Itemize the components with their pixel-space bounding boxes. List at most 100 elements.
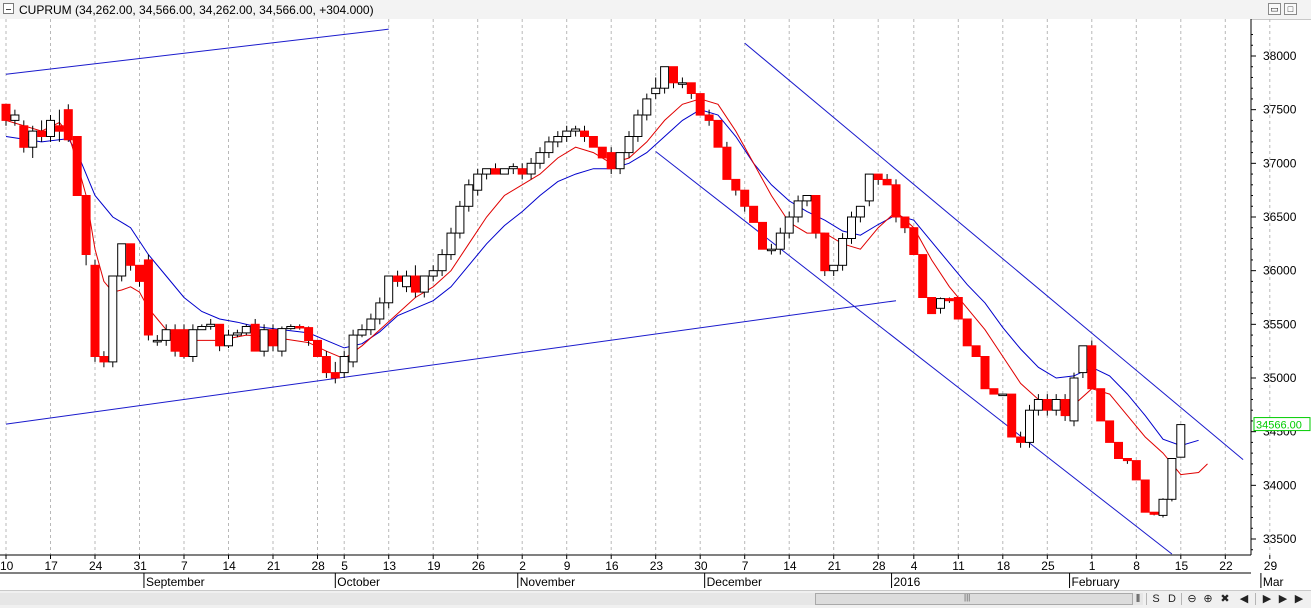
- up-candle: [535, 152, 545, 164]
- up-candle: [117, 243, 127, 277]
- up-candle: [677, 82, 687, 85]
- x-tick-label: 21: [267, 559, 281, 573]
- down-candle: [873, 173, 883, 181]
- up-candle: [1158, 498, 1168, 516]
- down-candle: [962, 318, 972, 347]
- up-candle: [46, 119, 55, 138]
- scroll-left-button[interactable]: ◀: [1239, 593, 1249, 605]
- zoom-in-button[interactable]: ⊕: [1203, 593, 1213, 605]
- up-candle: [241, 326, 251, 334]
- current-price-box: [1253, 417, 1311, 432]
- current-price-label: 34566.00: [1256, 420, 1302, 432]
- restore-icon[interactable]: ▭: [1268, 3, 1281, 15]
- x-tick-label: 1: [1089, 559, 1096, 573]
- window-title: CUPRUM (34,262.00, 34,566.00, 34,262.00,…: [19, 3, 374, 17]
- up-candle: [802, 195, 812, 202]
- x-tick-label: 11: [952, 559, 965, 573]
- down-candle: [1105, 420, 1115, 443]
- up-candle: [829, 264, 839, 272]
- down-candle: [215, 323, 225, 347]
- month-label: 2016: [894, 575, 921, 589]
- month-label: September: [146, 575, 205, 589]
- down-candle: [393, 275, 403, 282]
- up-candle: [766, 248, 776, 252]
- up-candle: [152, 339, 162, 343]
- grid-lines: [5, 19, 1271, 555]
- y-tick-label: 33500: [1263, 532, 1297, 546]
- up-candle: [936, 298, 945, 309]
- down-candle: [491, 168, 500, 175]
- pause-button[interactable]: ‖: [1135, 593, 1141, 605]
- up-candle: [161, 329, 171, 341]
- x-tick-label: 19: [427, 559, 441, 573]
- down-candle: [135, 264, 144, 282]
- x-tick-label: 21: [828, 559, 842, 573]
- sync-button[interactable]: S: [1152, 593, 1160, 605]
- x-tick-label: 17: [45, 559, 59, 573]
- down-candle: [820, 232, 830, 272]
- down-candle: [588, 136, 598, 148]
- down-candle: [81, 195, 91, 255]
- down-candle: [580, 130, 589, 137]
- up-candle: [508, 166, 518, 170]
- up-candle: [1069, 377, 1079, 422]
- up-candle: [286, 326, 296, 330]
- down-candle: [597, 146, 607, 159]
- trendline: [5, 300, 897, 425]
- x-tick-label: 25: [1041, 559, 1055, 573]
- scroll-last-button[interactable]: ▶: [1294, 593, 1304, 605]
- up-candle: [224, 334, 233, 347]
- refresh-button[interactable]: ✖: [1220, 593, 1230, 605]
- x-tick-label: 7: [742, 559, 749, 573]
- down-candle: [1087, 345, 1097, 390]
- down-candle: [731, 178, 741, 191]
- x-tick-label: 26: [472, 559, 486, 573]
- x-tick-label: 5: [341, 559, 348, 573]
- title-bar: CUPRUM (34,262.00, 34,566.00, 34,262.00,…: [0, 0, 1311, 20]
- up-candle: [1078, 345, 1088, 374]
- x-tick-label: 9: [564, 559, 571, 573]
- x-tick-label: 15: [1175, 559, 1189, 573]
- x-tick-label: 13: [383, 559, 397, 573]
- down-candle: [54, 125, 64, 132]
- month-label: February: [1072, 575, 1120, 589]
- down-candle: [250, 323, 260, 352]
- x-tick-label: 28: [312, 559, 326, 573]
- scrollbar-thumb[interactable]: [815, 593, 1133, 605]
- chart-window-icon: [3, 3, 14, 14]
- x-tick-label: 22: [1219, 559, 1233, 573]
- down-candle: [1060, 399, 1070, 417]
- down-candle: [268, 329, 278, 347]
- toolbar-divider: [1255, 593, 1256, 605]
- up-candle: [375, 302, 385, 320]
- zoom-out-button[interactable]: ⊖: [1187, 593, 1197, 605]
- data-button[interactable]: D: [1168, 593, 1176, 605]
- up-candle: [428, 270, 438, 277]
- down-candle: [410, 275, 420, 293]
- up-candle: [553, 136, 563, 143]
- up-candle: [864, 173, 874, 202]
- up-candle: [357, 329, 367, 336]
- down-candle: [63, 109, 73, 141]
- up-candle: [1051, 399, 1061, 411]
- down-candle: [900, 216, 910, 229]
- y-tick-label: 35000: [1263, 371, 1297, 385]
- scroll-right-button[interactable]: ▶: [1262, 593, 1272, 605]
- down-candle: [170, 329, 180, 352]
- x-tick-label: 18: [997, 559, 1011, 573]
- maximize-icon[interactable]: □: [1284, 3, 1297, 15]
- plot-content: [1, 28, 1244, 555]
- trendline: [5, 28, 389, 75]
- y-tick-label: 34000: [1263, 478, 1297, 492]
- down-candle: [669, 66, 678, 84]
- y-tick-label: 38000: [1263, 49, 1297, 63]
- price-chart[interactable]: 3350034000345003500035500360003650037000…: [0, 19, 1311, 590]
- down-candle: [722, 146, 732, 180]
- down-candle: [179, 329, 189, 358]
- down-candle: [295, 326, 305, 329]
- x-tick-label: 30: [694, 559, 708, 573]
- scroll-end-button[interactable]: ▶: [1278, 593, 1288, 605]
- down-candle: [953, 297, 963, 320]
- down-candle: [517, 168, 527, 175]
- up-candle: [855, 205, 865, 218]
